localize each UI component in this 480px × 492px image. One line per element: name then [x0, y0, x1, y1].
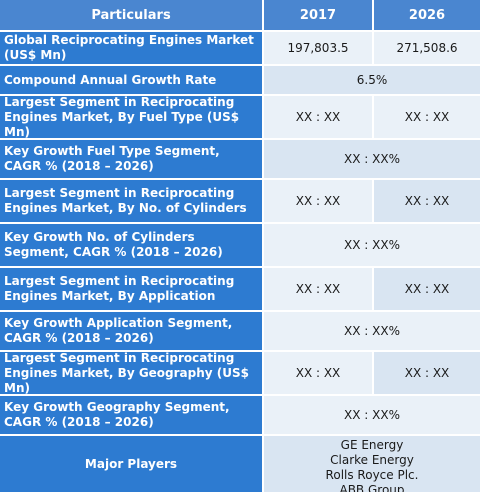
- row-label-cagr: Compound Annual Growth Rate: [0, 66, 262, 94]
- row-label-application-cagr: Key Growth Application Segment, CAGR % (…: [0, 312, 262, 350]
- row-label-fuel-type: Largest Segment in Reciprocating Engines…: [0, 96, 262, 138]
- row-label-geography: Largest Segment in Reciprocating Engines…: [0, 352, 262, 394]
- column-divider: [262, 352, 264, 394]
- column-divider: [262, 32, 264, 64]
- major-players-list: GE Energy Clarke Energy Rolls Royce Plc.…: [264, 436, 480, 492]
- row-label-geography-cagr: Key Growth Geography Segment, CAGR % (20…: [0, 396, 262, 434]
- player-item: ABB Group: [339, 483, 405, 492]
- cell-application-2026: XX : XX: [374, 268, 480, 310]
- column-divider: [262, 312, 264, 350]
- header-particulars: Particulars: [0, 0, 262, 30]
- cell-geography-2017: XX : XX: [264, 352, 372, 394]
- header-2026: 2026: [374, 0, 480, 30]
- cell-market-2017: 197,803.5: [264, 32, 372, 64]
- column-divider: [372, 96, 374, 138]
- cell-fuel-type-cagr: XX : XX%: [264, 140, 480, 178]
- column-divider: [262, 180, 264, 222]
- column-divider: [262, 224, 264, 266]
- cell-cylinders-2017: XX : XX: [264, 180, 372, 222]
- cell-application-cagr: XX : XX%: [264, 312, 480, 350]
- row-label-cylinders: Largest Segment in Reciprocating Engines…: [0, 180, 262, 222]
- column-divider: [262, 66, 264, 94]
- player-item: GE Energy: [340, 438, 404, 452]
- column-divider: [372, 180, 374, 222]
- header-2017: 2017: [264, 0, 372, 30]
- cell-geography-cagr: XX : XX%: [264, 396, 480, 434]
- column-divider: [262, 140, 264, 178]
- row-label-market-size: Global Reciprocating Engines Market (US$…: [0, 32, 262, 64]
- cell-geography-2026: XX : XX: [374, 352, 480, 394]
- column-divider: [372, 32, 374, 64]
- column-divider: [372, 352, 374, 394]
- cell-fuel-type-2017: XX : XX: [264, 96, 372, 138]
- column-divider: [372, 0, 374, 30]
- player-item: Clarke Energy: [330, 453, 414, 467]
- player-item: Rolls Royce Plc.: [325, 468, 419, 482]
- cell-cylinders-cagr: XX : XX%: [264, 224, 480, 266]
- column-divider: [262, 0, 264, 30]
- row-label-application: Largest Segment in Reciprocating Engines…: [0, 268, 262, 310]
- column-divider: [262, 396, 264, 434]
- row-label-major-players: Major Players: [0, 436, 262, 492]
- column-divider: [372, 268, 374, 310]
- row-label-fuel-type-cagr: Key Growth Fuel Type Segment, CAGR % (20…: [0, 140, 262, 178]
- cell-application-2017: XX : XX: [264, 268, 372, 310]
- cell-market-2026: 271,508.6: [374, 32, 480, 64]
- column-divider: [262, 268, 264, 310]
- row-label-cylinders-cagr: Key Growth No. of Cylinders Segment, CAG…: [0, 224, 262, 266]
- cell-fuel-type-2026: XX : XX: [374, 96, 480, 138]
- cell-cagr: 6.5%: [264, 66, 480, 94]
- cell-cylinders-2026: XX : XX: [374, 180, 480, 222]
- column-divider: [262, 436, 264, 492]
- column-divider: [262, 96, 264, 138]
